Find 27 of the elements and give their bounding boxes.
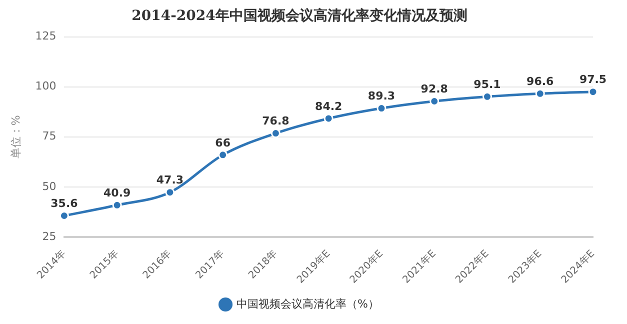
y-tick-label: 125 xyxy=(35,30,56,43)
data-label: 66 xyxy=(215,136,231,150)
data-label: 95.1 xyxy=(474,78,501,92)
point xyxy=(588,87,598,97)
chart-title: 2014-2024年中国视频会议高清化率变化情况及预测 xyxy=(132,7,468,24)
point xyxy=(482,92,492,102)
point xyxy=(270,128,280,138)
legend-label: 中国视频会议高清化率（%） xyxy=(236,297,379,310)
data-label: 35.6 xyxy=(50,197,78,210)
point xyxy=(218,150,228,160)
y-tick-label: 100 xyxy=(35,80,56,93)
y-tick-label: 50 xyxy=(42,180,56,193)
y-axis-title: 单位：% xyxy=(9,115,22,159)
data-label: 84.2 xyxy=(315,100,342,113)
point xyxy=(324,114,334,124)
data-label: 76.8 xyxy=(262,114,290,128)
data-label: 92.8 xyxy=(420,82,448,96)
point xyxy=(165,188,175,198)
point xyxy=(535,88,545,98)
data-label: 89.3 xyxy=(368,90,396,103)
data-label: 40.9 xyxy=(104,186,131,200)
y-tick-label: 25 xyxy=(42,230,56,243)
data-label: 96.6 xyxy=(526,75,554,88)
data-label: 97.5 xyxy=(579,73,607,86)
point xyxy=(112,200,122,210)
data-label: 47.3 xyxy=(156,174,184,187)
y-tick-label: 75 xyxy=(42,130,56,143)
